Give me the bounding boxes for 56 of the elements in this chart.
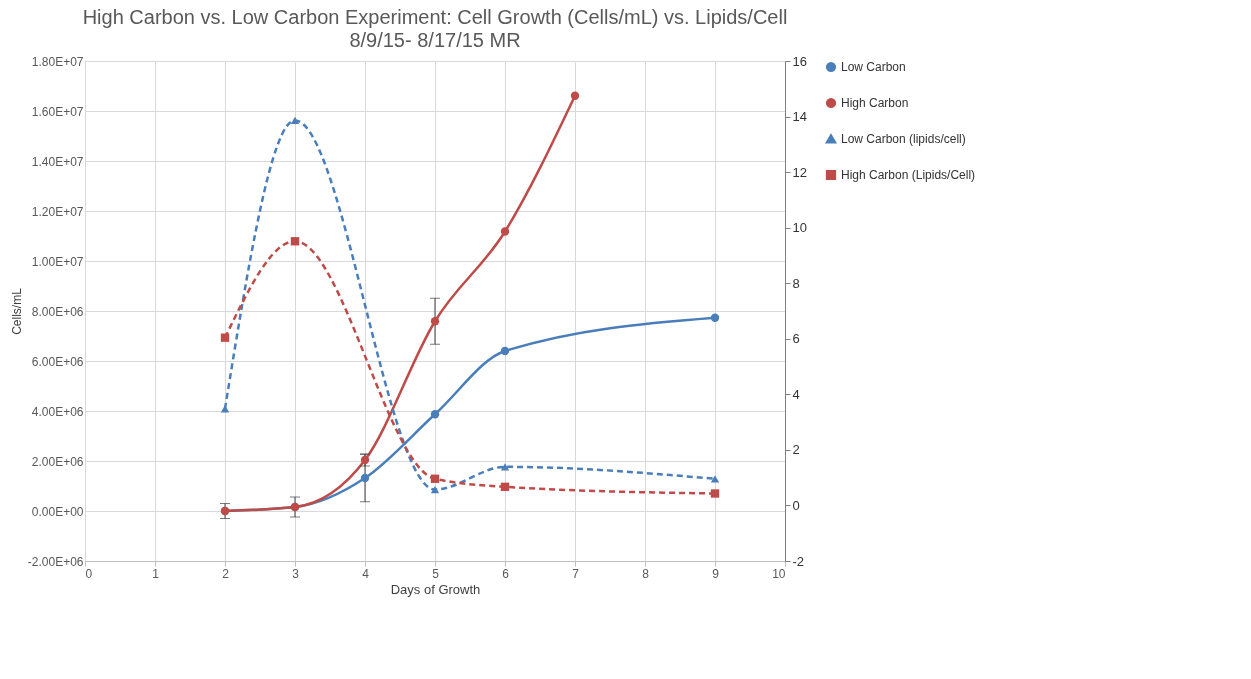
legend-label: Low Carbon xyxy=(841,60,906,74)
y2-tick-label: 10 xyxy=(792,220,807,236)
point xyxy=(430,485,440,494)
y-tick-label: 8.00E+06 xyxy=(31,304,84,319)
chart-title: High Carbon vs. Low Carbon Experiment: Cell Growth (Cells/mL) vs. Lipids/Cell xyxy=(82,6,788,28)
x-tick-label: 1 xyxy=(152,566,160,581)
point xyxy=(220,405,230,413)
x-tick-label: 3 xyxy=(292,566,300,581)
y-tick-label: 1.40E+07 xyxy=(31,154,84,169)
x-tick-label: 4 xyxy=(362,566,370,581)
y2-tick-label: 8 xyxy=(792,275,800,291)
y2-tick-label: 14 xyxy=(792,109,807,125)
y-axis-title: Cells/mL xyxy=(9,287,24,335)
point xyxy=(710,313,720,322)
point xyxy=(290,116,300,125)
y-tick-label: -2.00E+06 xyxy=(27,554,84,569)
point xyxy=(570,91,580,100)
legend-label: Low Carbon (lipids/cell) xyxy=(841,132,966,146)
y2-tick-label: 12 xyxy=(792,164,807,180)
point xyxy=(430,317,440,326)
y-tick-label: 1.20E+07 xyxy=(31,204,84,219)
x-tick-label: 7 xyxy=(572,566,580,581)
x-tick-label: 5 xyxy=(432,566,440,581)
point xyxy=(290,237,300,246)
x-axis-title: Days of Growth xyxy=(390,581,481,597)
point xyxy=(220,333,230,342)
y2-tick-label: 4 xyxy=(792,386,800,402)
y2-tick-label: 6 xyxy=(792,331,800,347)
point xyxy=(500,482,510,492)
x-tick-label: 10 xyxy=(772,566,786,581)
x-tick-label: 6 xyxy=(502,566,510,581)
y2-tick-label: -2 xyxy=(792,553,805,569)
point xyxy=(430,474,440,483)
y2-tick-label: 2 xyxy=(792,442,800,458)
y-tick-label: 4.00E+06 xyxy=(31,404,84,419)
x-tick-label: 9 xyxy=(712,566,720,581)
y2-tick-label: 0 xyxy=(792,497,800,513)
x-tick-label: 0 xyxy=(85,566,93,581)
y-tick-label: 2.00E+06 xyxy=(31,454,84,469)
point xyxy=(710,489,720,498)
x-tick-label: 8 xyxy=(642,566,650,581)
y-tick-label: 1.60E+07 xyxy=(31,104,84,119)
point xyxy=(500,346,510,356)
y-tick-label: 1.80E+07 xyxy=(31,54,84,69)
point xyxy=(500,227,510,236)
legend-label: High Carbon xyxy=(841,96,909,110)
legend-label: High Carbon (Lipids/Cell) xyxy=(841,168,976,182)
y2-tick-label: 16 xyxy=(792,53,807,69)
y-tick-label: 6.00E+06 xyxy=(31,354,84,369)
x-tick-label: 2 xyxy=(222,566,230,581)
point xyxy=(430,410,440,419)
point xyxy=(360,473,370,483)
y-tick-label: 1.00E+07 xyxy=(31,254,84,269)
point xyxy=(710,475,720,483)
chart-subtitle: 8/9/15- 8/17/15 MR xyxy=(349,29,521,51)
y-tick-label: 0.00E+00 xyxy=(31,504,84,519)
